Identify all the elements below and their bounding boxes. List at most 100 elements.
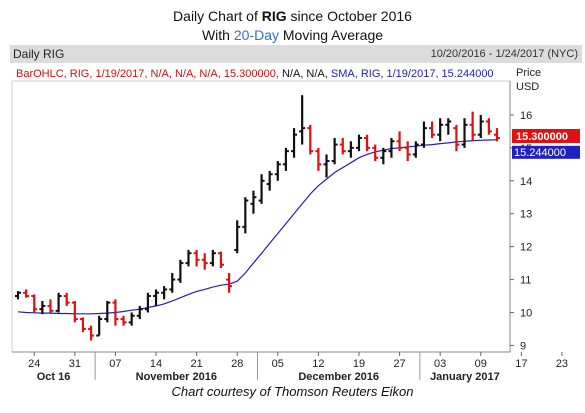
ohlc-bar <box>136 305 143 320</box>
ohlc-bar <box>128 312 135 326</box>
ohlc-bar <box>47 299 54 313</box>
ohlc-bar <box>291 128 298 158</box>
month-label: Oct 16 <box>37 371 71 383</box>
legend-bar-na: N/A, N/A, <box>278 68 328 80</box>
ohlc-bar <box>161 286 168 300</box>
ohlc-bar <box>226 272 233 293</box>
x-tick-label: 21 <box>190 358 202 370</box>
ohlc-bar <box>144 292 151 313</box>
ohlc-bar <box>120 315 127 326</box>
month-label: November 2016 <box>136 371 217 383</box>
ohlc-bar <box>185 249 192 267</box>
ohlc-bar <box>372 144 379 162</box>
ohlc-bar <box>347 141 354 158</box>
chart-title-line1: Daily Chart of RIG since October 2016 <box>173 8 412 24</box>
ohlc-bar <box>412 141 419 158</box>
ohlc-bar <box>355 134 362 152</box>
chart-panel <box>10 45 582 381</box>
ohlc-bar <box>88 325 95 341</box>
ohlc-bar <box>299 95 306 145</box>
ohlc-bar <box>266 170 273 191</box>
x-tick-label: 03 <box>434 358 446 370</box>
chart-title-line2: With 20-Day Moving Average <box>201 27 384 43</box>
ohlc-bar <box>31 294 38 313</box>
y-tick-label: 16 <box>520 110 532 122</box>
ohlc-bar <box>339 137 346 155</box>
x-tick-label: 07 <box>109 358 121 370</box>
panel-label: Daily RIG <box>13 47 65 61</box>
ohlc-bar <box>274 161 281 181</box>
ohlc-bar <box>396 131 403 152</box>
ohlc-bar <box>485 118 492 135</box>
ohlc-bar <box>404 141 411 162</box>
close-price-badge <box>512 128 580 143</box>
y-tick-label: 11 <box>520 275 531 287</box>
date-range: 10/20/2016 - 1/24/2017 (NYC) <box>430 48 578 60</box>
ohlc-bar <box>104 300 111 323</box>
y-tick-label: 14 <box>520 176 532 188</box>
ohlc-bar <box>461 118 468 148</box>
month-label: December 2016 <box>298 371 379 383</box>
y-tick-label: 10 <box>520 307 532 319</box>
y-tick-label: 13 <box>520 209 532 221</box>
ohlc-bar <box>193 249 200 267</box>
ohlc-bar <box>331 137 338 165</box>
x-tick-label: 14 <box>150 358 162 370</box>
ohlc-bar <box>177 259 184 283</box>
ohlc-bar <box>282 147 289 171</box>
x-tick-label: 19 <box>353 358 365 370</box>
x-tick-label: 24 <box>28 358 40 370</box>
x-tick-label: 31 <box>69 358 81 370</box>
ohlc-bar <box>380 147 387 165</box>
ohlc-bar <box>23 289 30 298</box>
ohlc-bar <box>420 121 427 148</box>
ohlc-bar <box>217 251 224 269</box>
ohlc-bar <box>209 249 216 267</box>
close-price-badge-text: 15.300000 <box>516 131 568 143</box>
ohlc-bar <box>494 128 500 142</box>
ohlc-bar <box>39 300 46 315</box>
ohlc-bar <box>437 118 444 142</box>
sma-badge-text: 15.244000 <box>514 147 566 159</box>
ohlc-bar <box>169 272 176 293</box>
ohlc-bar <box>429 121 436 138</box>
ohlc-bar <box>477 114 484 138</box>
y-tick-label: 9 <box>520 340 526 352</box>
legend-bar-series: BarOHLC, RIG, 1/19/2017, N/A, N/A, N/A, … <box>16 68 279 80</box>
y-tick-label: 12 <box>520 242 532 254</box>
price-label: Price <box>516 67 542 79</box>
ohlc-bar <box>258 174 265 204</box>
ohlc-bar <box>388 137 395 158</box>
ohlc-bar <box>453 124 460 152</box>
ohlc-bar <box>307 124 314 155</box>
x-tick-label: 05 <box>272 358 284 370</box>
sma-series-line <box>17 139 498 315</box>
ohlc-bar <box>234 220 241 254</box>
month-label: January 2017 <box>430 371 500 383</box>
ohlc-bar <box>71 300 78 323</box>
ohlc-bar <box>112 299 119 326</box>
ohlc-bar <box>315 147 322 171</box>
ohlc-bar <box>201 253 208 270</box>
currency-label: USD <box>516 81 540 93</box>
ohlc-bar <box>55 292 62 313</box>
legend-sma-series: SMA, RIG, 1/19/2017, 15.244000 <box>327 68 494 80</box>
x-tick-label: 12 <box>312 358 324 370</box>
ohlc-bar <box>323 154 330 178</box>
x-tick-label: 28 <box>231 358 243 370</box>
ohlc-bar <box>15 291 21 300</box>
plot-area <box>11 80 511 353</box>
ohlc-bar <box>242 197 249 234</box>
ohlc-bar <box>63 292 70 306</box>
chart-credit: Chart courtesy of Thomson Reuters Eikon <box>171 384 414 399</box>
x-tick-label: 17 <box>515 358 527 370</box>
ohlc-bar <box>364 134 371 152</box>
chart-legend: BarOHLC, RIG, 1/19/2017, N/A, N/A, N/A, … <box>16 68 494 80</box>
x-tick-label: 09 <box>475 358 487 370</box>
sma-badge <box>512 145 580 159</box>
x-tick-label: 27 <box>393 358 405 370</box>
ohlc-bar <box>250 190 257 214</box>
ohlc-bar <box>469 111 476 142</box>
x-tick-label: 23 <box>556 358 568 370</box>
